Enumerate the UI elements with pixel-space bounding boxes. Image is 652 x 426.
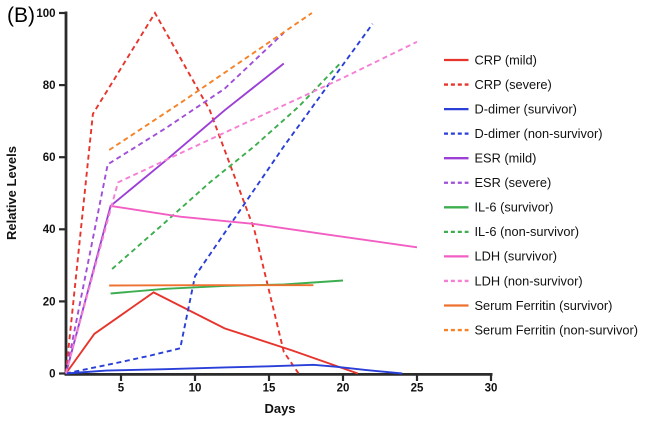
series-line-ferritin-nonsurvivor — [108, 12, 313, 151]
x-tick-label: 5 — [118, 383, 125, 395]
legend-label-ldh-survivor: LDH (survivor) — [475, 249, 557, 264]
series-line-crp-severe — [64, 11, 300, 375]
y-axis-title: Relative Levels — [4, 146, 19, 240]
y-tick-label: 0 — [49, 368, 55, 380]
y-tick-label: 80 — [43, 80, 56, 92]
series-line-ldh-survivor — [110, 204, 418, 249]
y-tick-label: 60 — [43, 152, 56, 164]
legend-label-ferritin-nonsurvivor: Serum Ferritin (non-survivor) — [475, 322, 639, 337]
legend-label-il6-nonsurvivor: IL-6 (non-survivor) — [475, 224, 580, 239]
x-tick-label: 30 — [485, 383, 498, 395]
legend-label-esr-mild: ESR (mild) — [475, 151, 537, 166]
legend-label-ferritin-survivor: Serum Ferritin (survivor) — [475, 298, 613, 313]
y-tick-label: 40 — [43, 224, 56, 236]
legend-label-esr-severe: ESR (severe) — [475, 175, 552, 190]
x-axis-title: Days — [264, 401, 295, 416]
series-line-ddimer-survivor — [65, 363, 403, 375]
legend-label-ddimer-survivor: D-dimer (survivor) — [475, 101, 577, 116]
y-tick-label: 100 — [36, 8, 55, 20]
x-tick-label: 10 — [189, 383, 202, 395]
legend-label-ldh-nonsurvivor: LDH (non-survivor) — [475, 273, 583, 288]
series-line-esr-severe — [64, 32, 285, 374]
legend-label-il6-survivor: IL-6 (survivor) — [475, 200, 554, 215]
x-tick-label: 15 — [263, 383, 276, 395]
series-line-il6-survivor — [110, 279, 344, 295]
y-tick-label: 20 — [43, 296, 56, 308]
series-line-il6-nonsurvivor — [111, 62, 341, 270]
x-tick-label: 20 — [337, 383, 350, 395]
series-line-crp-mild — [65, 291, 359, 375]
series-line-ldh-nonsurvivor — [64, 40, 418, 374]
legend-label-ddimer-nonsurvivor: D-dimer (non-survivor) — [475, 126, 603, 141]
panel-label: (B) — [7, 4, 35, 27]
x-tick-label: 25 — [411, 383, 424, 395]
legend-label-crp-mild: CRP (mild) — [475, 52, 537, 67]
legend-label-crp-severe: CRP (severe) — [475, 77, 552, 92]
